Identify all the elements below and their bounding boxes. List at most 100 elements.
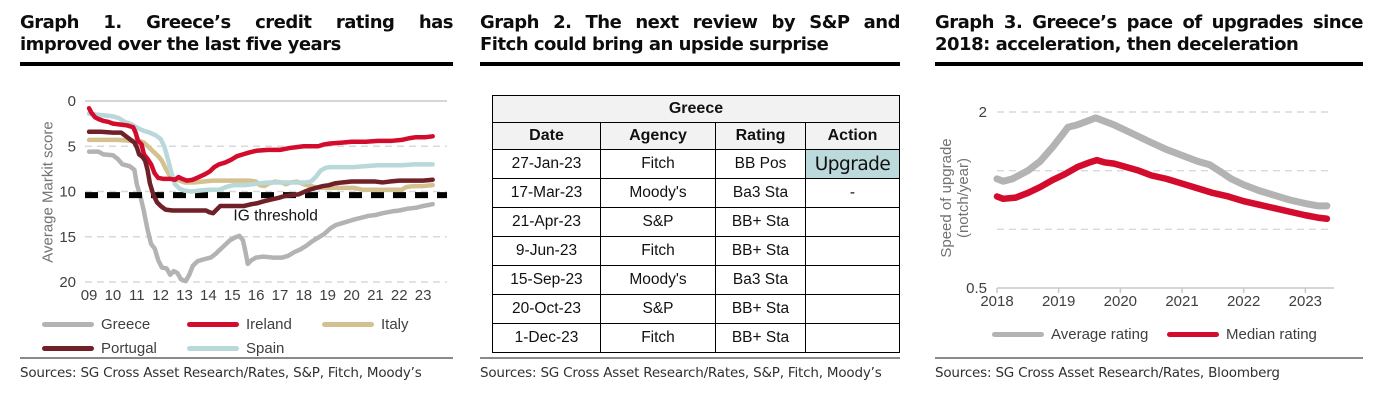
cell-agency: Moody's [600,178,716,208]
cell-rating: BB Pos [715,149,806,179]
x-tick-label: 23 [415,287,432,304]
legend-label: Ireland [246,316,292,333]
legend-swatch [187,345,239,352]
graph3-title-line2: 2018: acceleration, then deceleration [935,33,1299,55]
graph1-title-line2: improved over the last five years [20,33,341,55]
panel-graph2: Graph 2. The next review by S&P and Fitc… [480,0,901,403]
x-tick-label: 19 [319,287,336,304]
y-tick-label: 0 [68,93,76,110]
x-tick-label: 12 [152,287,169,304]
cell-rating: Ba3 Sta [715,178,806,208]
table-row: 17-Mar-23 Moody's Ba3 Sta - [492,178,900,208]
legend-label: Average rating [1051,326,1149,343]
graph2-title: Graph 2. The next review by S&P and Fitc… [480,12,901,66]
x-tick-label: 2020 [1104,293,1137,310]
cell-rating: BB+ Sta [715,236,806,266]
series-spain [86,111,435,194]
cell-action [805,236,900,266]
graph3-title: Graph 3. Greece’s pace of upgrades since… [935,12,1364,66]
cell-date: 1-Dec-23 [492,323,601,353]
cell-agency: S&P [600,207,716,237]
legend-item-italy: Italy [322,316,409,333]
graph1-line-chart: 0 5 10 15 20 09 10 11 12 13 14 15 16 17 18 19 20 21 22 23 IG… [20,88,453,360]
legend-item-greece: Greece [42,316,150,333]
x-tick-label: 2022 [1227,293,1260,310]
table-row: 21-Apr-23 S&P BB+ Sta [492,207,900,237]
x-tick-label: 13 [176,287,193,304]
x-tick-label: 21 [367,287,384,304]
y-tick-label: 2 [979,104,987,121]
y-tick-label: 0.5 [966,280,987,297]
legend-item-median-rating: Median rating [1167,326,1317,343]
cell-rating: Ba3 Sta [715,265,806,295]
chart-canvas: 0 5 10 15 20 09 10 11 12 13 14 15 16 17 18 19 20 21 22 23 IG… [59,93,447,304]
ratings-table: Greece Date Agency Rating Action 27-Jan-23 Fit… [492,95,900,353]
x-tick-label: 14 [200,287,217,304]
table-row: 15-Sep-23 Moody's Ba3 Sta [492,265,900,295]
graph3-line-chart: 2 0.5 2018 2019 2020 2021 2022 2023 Speed of upg… [935,88,1363,360]
graph1-title-line1: Graph 1. Greece’s credit rating has [20,12,454,33]
legend-item-average-rating: Average rating [992,326,1148,343]
y-tick-label: 10 [59,184,76,201]
graph2-title-line1: Graph 2. The next review by S&P and [480,12,901,33]
cell-agency: Fitch [600,236,716,266]
cell-action [805,294,900,324]
table-row: 9-Jun-23 Fitch BB+ Sta [492,236,900,266]
y-tick-label: 20 [59,274,76,291]
cell-action [805,207,900,237]
legend-swatch [42,321,94,328]
cell-action [805,323,900,353]
graph3-title-line1: Graph 3. Greece’s pace of upgrades since [935,12,1364,33]
column-header-action: Action [805,122,900,150]
x-tick-label: 09 [81,287,98,304]
cell-action: - [805,178,900,208]
y-axis-label: Speed of upgrade (notch/year) [937,138,972,258]
cell-date: 17-Mar-23 [492,178,601,208]
cell-date: 21-Apr-23 [492,207,601,237]
legend-swatch [187,321,239,328]
x-tick-label: 18 [295,287,312,304]
cell-rating: BB+ Sta [715,207,806,237]
graph2-footer-divider [480,357,900,359]
panel-graph1: Graph 1. Greece’s credit rating has impr… [20,0,454,403]
annotation-ig-threshold: IG threshold [233,207,317,224]
x-tick-label: 2023 [1289,293,1322,310]
legend-swatch [42,345,94,352]
x-tick-label: 2021 [1165,293,1198,310]
series-ireland [86,105,435,183]
cell-date: 15-Sep-23 [492,265,601,295]
graph1-footer-divider [20,357,453,359]
cell-date: 27-Jan-23 [492,149,601,179]
x-tick-label: 2018 [980,293,1013,310]
cell-rating: BB+ Sta [715,294,806,324]
graph3-footer-divider [935,357,1363,359]
cell-action: Upgrade [805,149,900,179]
x-tick-label: 10 [105,287,122,304]
x-tick-label: 22 [391,287,408,304]
column-header-date: Date [492,122,601,150]
x-tick-label: 20 [343,287,360,304]
graph2-sources: Sources: SG Cross Asset Research/Rates, … [480,365,882,381]
series-average-rating [993,114,1331,210]
legend-label: Greece [101,316,151,333]
graph1-title: Graph 1. Greece’s credit rating has impr… [20,12,454,66]
x-tick-label: 2019 [1042,293,1075,310]
table-row: 1-Dec-23 Fitch BB+ Sta [492,323,900,353]
x-tick-label: 16 [248,287,265,304]
x-tick-label: 11 [129,287,145,304]
series-greece [86,149,435,284]
legend-item-portugal: Portugal [42,340,157,357]
y-axis-label: Average Markit score [39,121,57,263]
legend-label: Spain [246,340,285,357]
cell-action [805,265,900,295]
y-tick-label: 5 [68,138,76,155]
panel-graph3: Graph 3. Greece’s pace of upgrades since… [935,0,1364,403]
cell-agency: S&P [600,294,716,324]
graph1-sources: Sources: SG Cross Asset Research/Rates, … [20,365,422,381]
legend-label: Median rating [1226,326,1317,343]
graph2-title-line2: Fitch could bring an upside surprise [480,33,829,55]
graph3-sources: Sources: SG Cross Asset Research/Rates, … [935,365,1280,381]
x-tick-label: 17 [272,287,289,304]
